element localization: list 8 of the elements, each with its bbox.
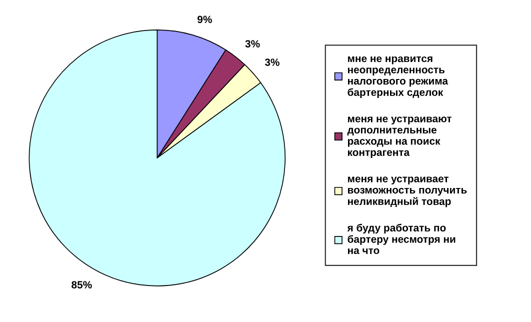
data-label: 3% [264,58,280,66]
legend-label: меня не устраивают дополнительные расходы на поиск контрагента [347,116,452,158]
legend-label: меня не устраивает возможность получить неликвидный товар [348,176,467,208]
data-label: 3% [245,40,260,48]
data-label: 9% [198,16,212,24]
data-label: 85% [72,281,92,288]
legend-label: мне не нравится неопределенность налогового режима бартерных сделок [348,56,448,98]
legend-label: я буду работать по бартеру несмотря ни на что [347,224,456,254]
